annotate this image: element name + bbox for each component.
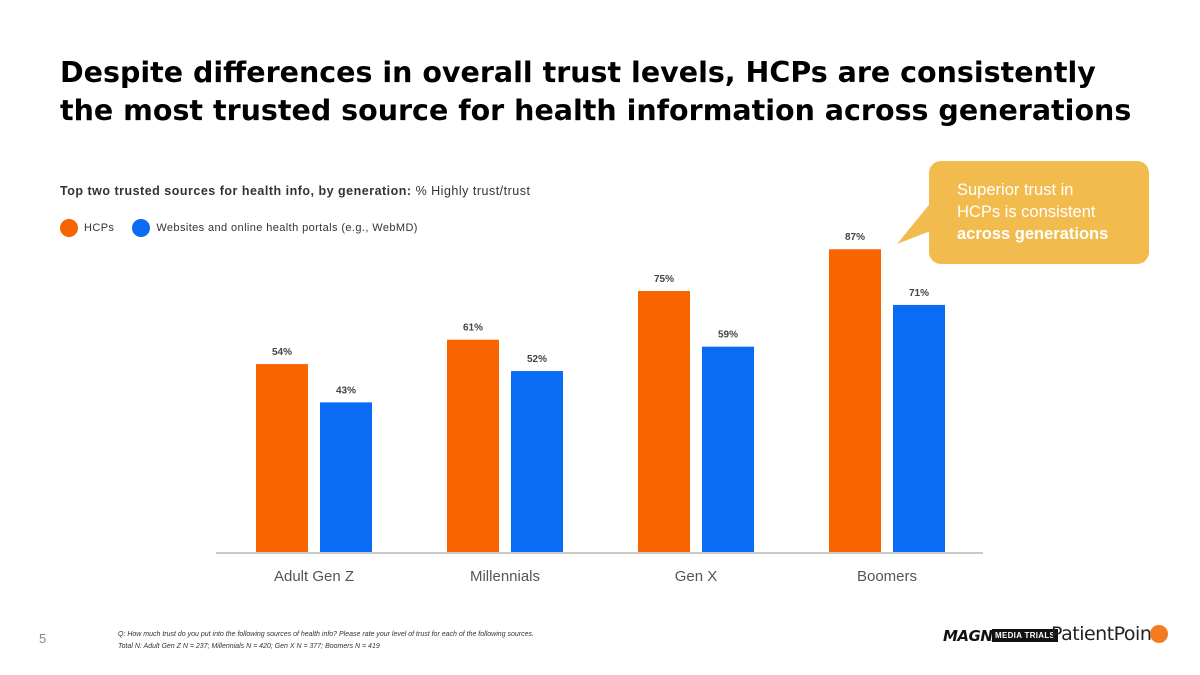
bar-websites — [511, 371, 563, 552]
patientpoint-logo-mark — [1150, 625, 1168, 643]
x-tick-label: Boomers — [857, 568, 917, 585]
legend-item-websites: Websites and online health portals (e.g.… — [132, 219, 418, 237]
callout-tail — [897, 200, 933, 244]
data-label-websites: 43% — [336, 385, 356, 396]
callout-line-1: Superior trust in — [957, 181, 1074, 199]
data-label-hcps: 87% — [845, 232, 865, 243]
footnote-sample-size: Total N: Adult Gen Z N = 237; Millennial… — [118, 643, 380, 650]
page-number: 5 — [39, 631, 47, 646]
x-tick-label: Gen X — [675, 568, 718, 585]
bar-hcps — [829, 249, 881, 553]
legend-swatch-websites — [132, 219, 151, 237]
data-label-websites: 59% — [718, 330, 738, 341]
bar-hcps — [638, 291, 690, 552]
title-line-1: Despite differences in overall trust lev… — [60, 56, 1096, 89]
bar-hcps — [447, 339, 499, 552]
chart-legend: HCPs Websites and online health portals … — [60, 219, 436, 237]
bar-hcps — [256, 364, 308, 552]
legend-label-hcps: HCPs — [84, 222, 115, 234]
data-label-websites: 71% — [909, 288, 929, 299]
legend-item-hcps: HCPs — [60, 219, 114, 237]
title-line-2: the most trusted source for health infor… — [60, 94, 1132, 127]
data-label-hcps: 54% — [272, 347, 292, 358]
chart-subtitle: Top two trusted sources for health info,… — [60, 184, 530, 198]
bar-websites — [702, 346, 754, 552]
magna-logo: MAGNA — [943, 627, 1004, 645]
x-tick-label: Adult Gen Z — [274, 568, 354, 585]
data-label-hcps: 61% — [463, 323, 483, 334]
patientpoint-logo: PatientPoint — [1051, 623, 1159, 645]
bar-websites — [320, 402, 372, 552]
footnote: Q: How much trust do you put into the fo… — [118, 629, 534, 653]
chart-subtitle-bold: Top two trusted sources for health info,… — [60, 184, 412, 198]
legend-swatch-hcps — [60, 219, 78, 237]
callout-line-2: HCPs is consistent — [957, 203, 1096, 221]
callout-box: Superior trust in HCPs is consistent acr… — [929, 161, 1149, 264]
data-label-websites: 52% — [527, 354, 547, 365]
slide-title: Despite differences in overall trust lev… — [60, 54, 1140, 130]
footnote-question: Q: How much trust do you put into the fo… — [118, 631, 534, 638]
chart-subtitle-rest: % Highly trust/trust — [411, 184, 531, 198]
legend-label-websites: Websites and online health portals (e.g.… — [156, 222, 418, 234]
callout-line-3: across generations — [957, 225, 1109, 243]
data-label-hcps: 75% — [654, 274, 674, 285]
x-tick-label: Millennials — [470, 568, 540, 585]
media-trials-logo: MEDIA TRIALS — [992, 629, 1059, 642]
bar-websites — [893, 304, 945, 552]
